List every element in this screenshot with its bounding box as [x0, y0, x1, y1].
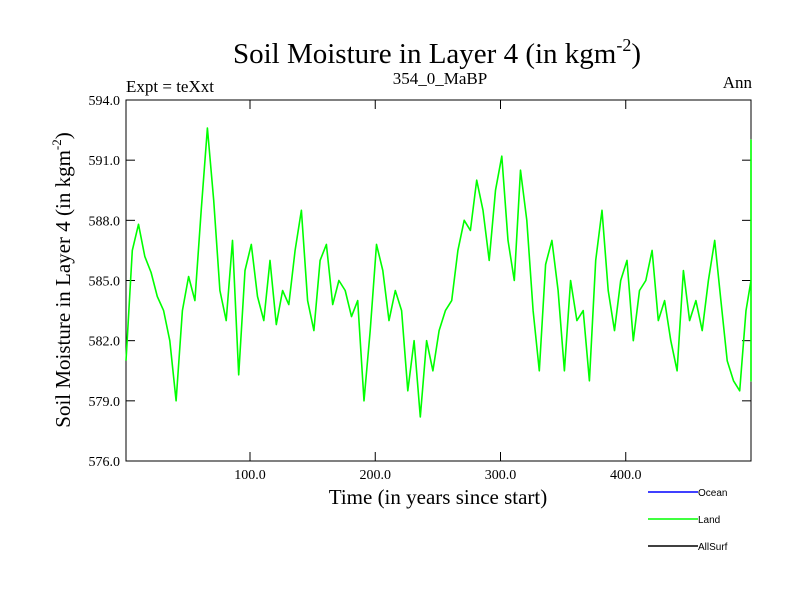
legend-label-land: Land [698, 515, 720, 526]
chart-title-superscript: -2 [616, 35, 631, 55]
subtitle-season: Ann [723, 73, 753, 92]
chart-title-main: Soil Moisture in Layer 4 (in kgm [233, 38, 617, 70]
x-tick-label: 400.0 [610, 468, 642, 483]
y-axis-label: Soil Moisture in Layer 4 (in kgm-2) [49, 132, 75, 427]
chart-title-suffix: ) [631, 38, 641, 70]
x-tick-label: 200.0 [359, 468, 391, 483]
chart-title: Soil Moisture in Layer 4 (in kgm-2) [233, 35, 641, 70]
legend-label-ocean: Ocean [698, 488, 727, 499]
subtitle-period: 354_0_MaBP [393, 69, 487, 88]
series-line-land [125, 127, 752, 418]
y-axis-label-suffix: ) [51, 132, 75, 139]
legend-label-allsurf: AllSurf [698, 542, 728, 553]
y-axis: 576.0 579.0 582.0 585.0 588.0 591.0 594.0 [89, 94, 751, 470]
x-tick-label: 300.0 [485, 468, 517, 483]
y-axis-label-main: Soil Moisture in Layer 4 (in kgm [51, 150, 75, 428]
x-axis-label: Time (in years since start) [329, 485, 548, 509]
series-layer [125, 127, 752, 418]
x-tick-label: 100.0 [234, 468, 266, 483]
y-tick-label: 594.0 [89, 94, 121, 109]
x-axis: 100.0 200.0 300.0 400.0 [234, 100, 641, 483]
subtitle-experiment: Expt = teXxt [126, 77, 214, 96]
y-tick-label: 591.0 [89, 154, 121, 169]
y-axis-label-superscript: -2 [49, 139, 64, 150]
y-tick-label: 582.0 [89, 335, 121, 350]
y-tick-label: 579.0 [89, 395, 121, 410]
legend: Ocean Land AllSurf [648, 488, 728, 553]
y-tick-label: 585.0 [89, 275, 121, 290]
y-tick-label: 588.0 [89, 214, 121, 229]
y-tick-label: 576.0 [89, 455, 121, 470]
